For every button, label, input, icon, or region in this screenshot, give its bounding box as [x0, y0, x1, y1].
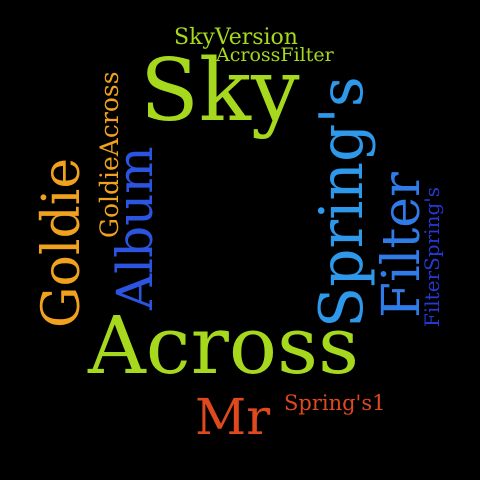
word-mr: Mr — [195, 388, 271, 446]
word-sky: Sky — [140, 41, 300, 141]
word-acrossfilter: AcrossFilter — [216, 44, 334, 66]
word-springs1: Spring's1 — [284, 391, 386, 415]
word-skyversion: SkyVersion — [174, 25, 298, 50]
word-across: Across — [88, 299, 360, 392]
